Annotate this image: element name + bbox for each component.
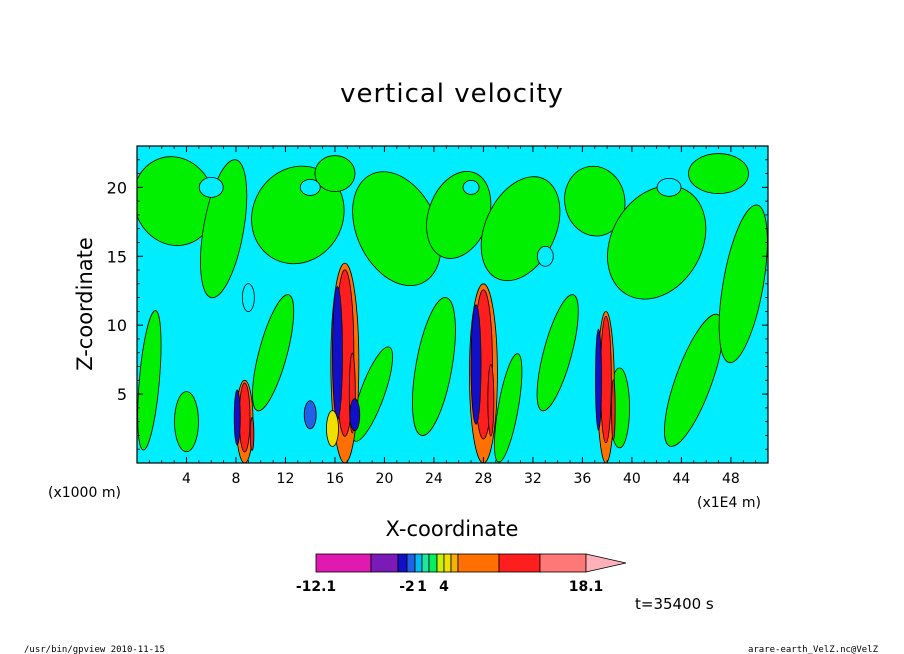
footer-left: /usr/bin/gpview 2010-11-15 [24,645,165,654]
x-tick-label: 4 [182,471,191,487]
field-region-positive [688,153,749,194]
field-region-positive [351,346,393,442]
colorbar-segment [428,553,438,573]
chart-title: vertical velocity [340,79,564,109]
y-tick-label: 15 [107,247,127,266]
field-region-positive [412,297,456,436]
x-tick-label: 8 [232,471,241,487]
field-region-neutral [241,283,255,313]
field-region-positive [664,313,724,447]
colorbar-tick-label: -2 [399,579,415,595]
x-tick-label: 36 [573,471,591,487]
x-unit-label: (x1000 m) [48,485,121,501]
field-layer [137,153,768,463]
downdraft-cell [303,400,317,430]
plot-frame [136,145,769,464]
x-extra-unit-label: (x1E4 m) [697,495,761,511]
colorbar [315,553,627,573]
core-updraft [600,316,612,444]
y-tick-label: 5 [117,385,127,404]
x-tick-label: 28 [475,471,493,487]
field-region-positive [494,353,523,463]
colorbar-tick-label: 1 [417,579,427,595]
field-region-neutral [198,176,224,198]
colorbar-segment [397,553,408,573]
x-tick-label: 20 [376,471,394,487]
core-updraft [487,364,495,437]
field-region-positive [314,155,356,192]
plot-area [137,146,768,463]
x-tick-label: 24 [425,471,443,487]
field-region-positive [607,185,707,300]
core-downdraft [595,328,602,431]
x-tick-label: 44 [672,471,690,487]
core-updraft [238,382,251,453]
x-ticks: 4 8 12 16 20 24 28 32 36 40 44 48 [148,146,757,487]
colorbar-segment [457,553,500,573]
x-tick-label: 48 [722,471,740,487]
colorbar-segment [450,553,459,573]
y-tick-label: 20 [107,178,127,197]
colorbar-segment [443,553,452,573]
field-region-neutral [536,245,554,267]
core-updraft [611,379,616,441]
colorbar-tick-label: 4 [439,579,449,595]
core-updraft [249,417,255,451]
field-region-neutral [299,178,321,196]
core-downdraft [470,304,482,425]
updraft-cell [326,410,339,447]
field-region-positive [564,165,626,237]
core-downdraft [233,389,241,446]
y-ticks: 5 10 15 20 [107,159,768,450]
y-tick-label: 10 [107,316,127,335]
downdraft-cell [349,398,361,432]
x-tick-label: 12 [277,471,295,487]
core-downdraft [332,286,343,421]
time-label: t=35400 s [635,595,714,613]
colorbar-segment [406,553,416,573]
colorbar-tick-label: 18.1 [569,579,604,595]
colorbar-segment [539,553,587,573]
field-region-neutral [462,179,480,195]
colorbar-extension [585,553,627,573]
footer-right: arare-earth_VelZ.nc@VelZ [748,645,879,654]
x-tick-label: 16 [326,471,344,487]
colorbar-labels: -12.1 -2 1 4 18.1 [296,579,603,595]
colorbar-segment [498,553,541,573]
field-region-neutral [656,177,682,197]
field-region-positive [137,310,162,451]
field-region-positive [718,204,768,364]
colorbar-segment [370,553,399,573]
y-axis-label: Z-coordinate [73,237,97,371]
field-region-positive [174,391,199,453]
colorbar-segment [414,553,423,573]
colorbar-segment [315,553,372,573]
x-tick-label: 32 [524,471,542,487]
field-region-positive [252,294,295,412]
colorbar-tick-label: -12.1 [296,579,336,595]
colorbar-segment [436,553,445,573]
x-axis-label: X-coordinate [386,517,519,541]
field-region-positive [536,294,579,412]
colorbar-segment [421,553,430,573]
x-tick-label: 40 [623,471,641,487]
